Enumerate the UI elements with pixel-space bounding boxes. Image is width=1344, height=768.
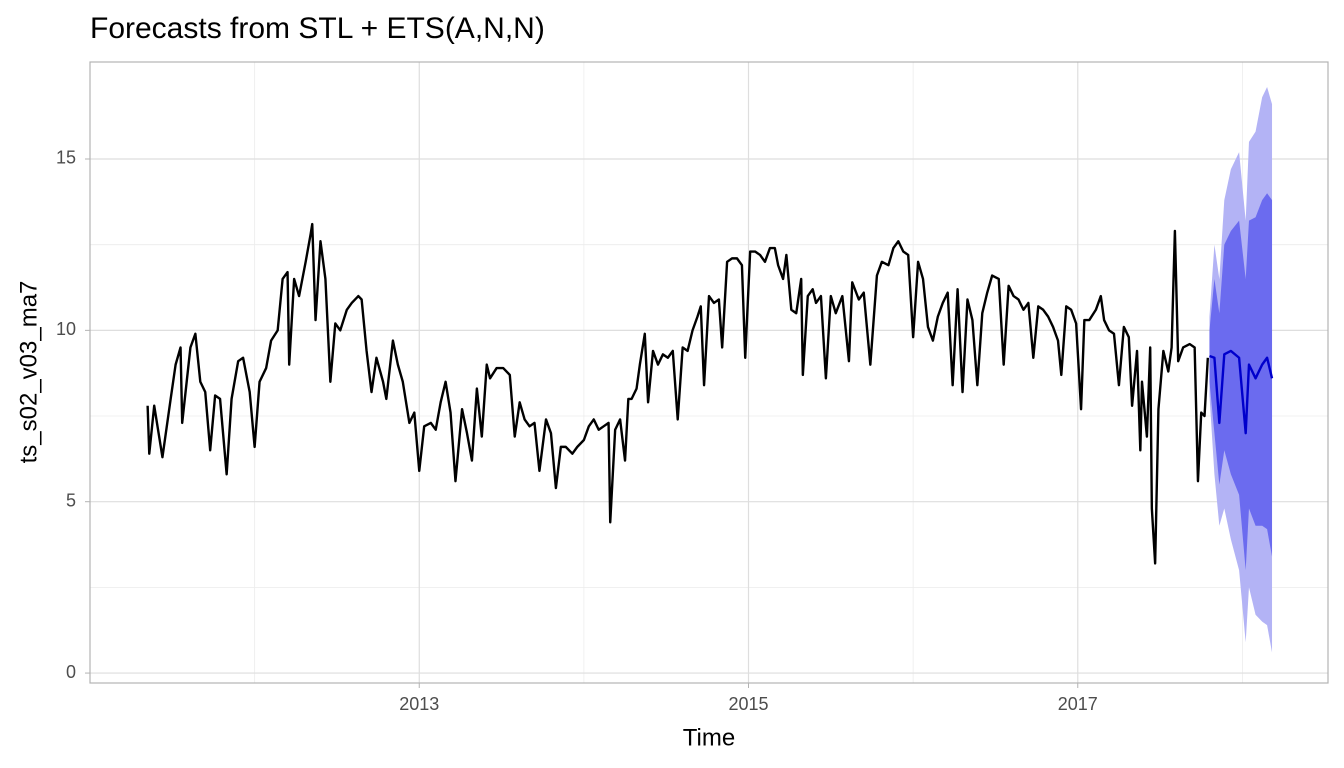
y-tick-label: 15: [56, 148, 76, 168]
y-tick-label: 5: [66, 490, 76, 510]
y-tick-label: 10: [56, 319, 76, 339]
forecast-line: [1209, 349, 1274, 435]
chart-title: Forecasts from STL + ETS(A,N,N): [90, 12, 545, 45]
panel-border: [89, 61, 1329, 684]
series-line: [146, 222, 1210, 565]
x-tick-label: 2013: [399, 694, 439, 714]
y-tick-label: 0: [66, 662, 76, 682]
x-tick-label: 2015: [728, 694, 768, 714]
x-tick-label: 2017: [1058, 694, 1098, 714]
y-axis-title: ts_s02_v03_ma7: [15, 281, 42, 464]
x-axis-title: Time: [683, 724, 735, 751]
